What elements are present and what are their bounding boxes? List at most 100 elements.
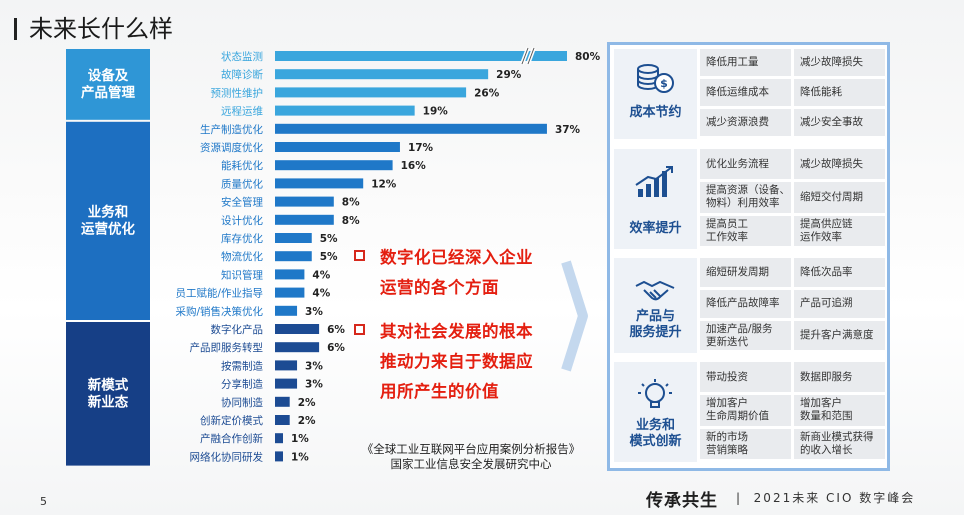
category-label: 数字化产品 [211, 323, 264, 336]
bar [275, 178, 364, 189]
benefit-cell: 新商业模式获得 的收入增长 [794, 428, 885, 459]
bar [275, 396, 290, 407]
benefits-panel: $ 成本节约 降低用工量 减少故障损失 降低运维成本 降低能耗 减少资源浪费 减少安全事故 效率… [607, 42, 890, 471]
page-title-text: 未来长什么样 [29, 15, 173, 43]
value-label: 80% [575, 51, 601, 63]
bar [275, 305, 298, 316]
bullet-text: 运营的各个方面 [380, 278, 499, 297]
growth-chart-icon [635, 166, 673, 197]
bar [275, 69, 489, 80]
bar [275, 214, 334, 225]
group-band [66, 49, 150, 120]
benefit-cell: 增加客户 数量和范围 [794, 395, 885, 426]
benefit-cell: 带动投资 [700, 362, 791, 393]
bar [275, 451, 283, 462]
value-label: 3% [305, 306, 323, 318]
benefit-cell: 新的市场 营销策略 [700, 428, 791, 459]
category-label: 产融合作创新 [200, 432, 263, 445]
bullet-square-icon [354, 324, 365, 335]
value-label: 4% [312, 269, 330, 281]
value-label: 4% [312, 288, 330, 300]
category-label: 网络化协同研发 [190, 450, 264, 463]
bar [275, 378, 298, 389]
value-label: 26% [474, 87, 500, 99]
category-label: 生产制造优化 [200, 123, 263, 136]
benefit-group: 效率提升 优化业务流程 减少故障损失 提高资源（设备、 物料）利用效率 缩短交付周期 提高… [614, 149, 885, 249]
bar [275, 123, 547, 134]
axis-break [527, 47, 535, 65]
benefit-cell: 降低运维成本 [700, 79, 791, 106]
svg-text:$: $ [660, 77, 668, 90]
benefit-group: 产品与 服务提升 缩短研发周期 降低次品率 降低产品故障率 产品可追溯 加速产品/服务 更… [614, 258, 885, 353]
group-label: 新业态 [88, 393, 129, 410]
bullet-square-icon [354, 250, 365, 261]
benefit-group-header: 效率提升 [614, 149, 697, 249]
bar [275, 287, 305, 298]
category-label: 远程运维 [221, 105, 263, 118]
group-band [66, 121, 150, 320]
benefit-cell: 提高员工 工作效率 [700, 215, 791, 246]
category-label: 预测性维护 [211, 86, 264, 99]
value-label: 6% [327, 342, 345, 354]
benefit-cell: 提升客户满意度 [794, 321, 885, 350]
bar [275, 324, 320, 334]
category-label: 质量优化 [221, 177, 263, 190]
category-label: 物流优化 [221, 250, 263, 263]
value-label: 17% [408, 142, 434, 154]
category-label: 故障诊断 [221, 68, 263, 81]
group-label: 运营优化 [81, 220, 135, 237]
value-label: 5% [320, 251, 338, 263]
group-band [66, 322, 150, 466]
bar [275, 87, 467, 98]
benefit-cell: 优化业务流程 [700, 149, 791, 180]
bullet-text: 其对社会发展的根本 [380, 322, 533, 341]
value-label: 1% [291, 433, 309, 445]
bullet-text: 数字化已经深入企业 [380, 248, 533, 267]
group-label: 设备及 [88, 67, 129, 84]
footer-event-text: 2021未来 CIO 数字峰会 [753, 491, 916, 505]
value-label: 1% [291, 451, 309, 463]
benefit-cell: 减少资源浪费 [700, 109, 791, 136]
value-label: 37% [555, 124, 581, 136]
benefit-group-label: 效率提升 [629, 221, 682, 236]
bar [275, 142, 400, 152]
bar [275, 342, 320, 353]
chevron-right-icon [561, 260, 588, 372]
benefit-cell: 提高资源（设备、 物料）利用效率 [700, 182, 791, 213]
benefit-group: 业务和 模式创新 带动投资 数据即服务 增加客户 生命周期价值 增加客户 数量和范围 新的… [614, 362, 885, 462]
bullet-text: 推动力来自于数据应 [380, 352, 533, 371]
page-title: 未来长什么样 [14, 9, 173, 44]
value-label: 16% [401, 160, 427, 172]
benefit-cell: 减少故障损失 [794, 149, 885, 180]
category-label: 产品即服务转型 [190, 341, 264, 354]
bar [275, 160, 393, 171]
benefit-group-label: 业务和 模式创新 [629, 418, 682, 449]
category-label: 员工赋能/作业指导 [175, 287, 263, 300]
chart-source: 《全球工业互联网平台应用案例分析报告》 国家工业信息安全发展研究中心 [336, 442, 606, 472]
benefit-group-label: 成本节约 [629, 105, 682, 120]
lightbulb-icon [638, 379, 672, 408]
benefit-cell: 提高供应链 运作效率 [794, 215, 885, 246]
benefit-cell: 加速产品/服务 更新迭代 [700, 321, 791, 350]
value-label: 8% [342, 197, 360, 209]
category-label: 按需制造 [221, 359, 263, 372]
value-label: 2% [298, 415, 316, 427]
benefit-cell: 降低产品故障率 [700, 289, 791, 319]
category-label: 创新定价模式 [200, 414, 263, 427]
bar [275, 105, 415, 116]
category-label: 分享制造 [221, 378, 263, 391]
source-title: 《全球工业互联网平台应用案例分析报告》 [361, 442, 581, 456]
benefit-cell: 缩短研发周期 [700, 258, 791, 287]
value-label: 3% [305, 379, 323, 391]
category-label: 资源调度优化 [200, 141, 263, 154]
group-label: 产品管理 [81, 84, 135, 101]
bullet-text: 用所产生的价值 [380, 382, 499, 401]
title-bar [14, 18, 17, 40]
benefit-cell: 降低用工量 [700, 49, 791, 76]
value-label: 2% [298, 397, 316, 409]
bar [275, 233, 312, 243]
benefit-group-label: 产品与 服务提升 [629, 309, 682, 340]
axis-break [521, 47, 529, 65]
benefit-cell: 降低次品率 [794, 258, 885, 287]
